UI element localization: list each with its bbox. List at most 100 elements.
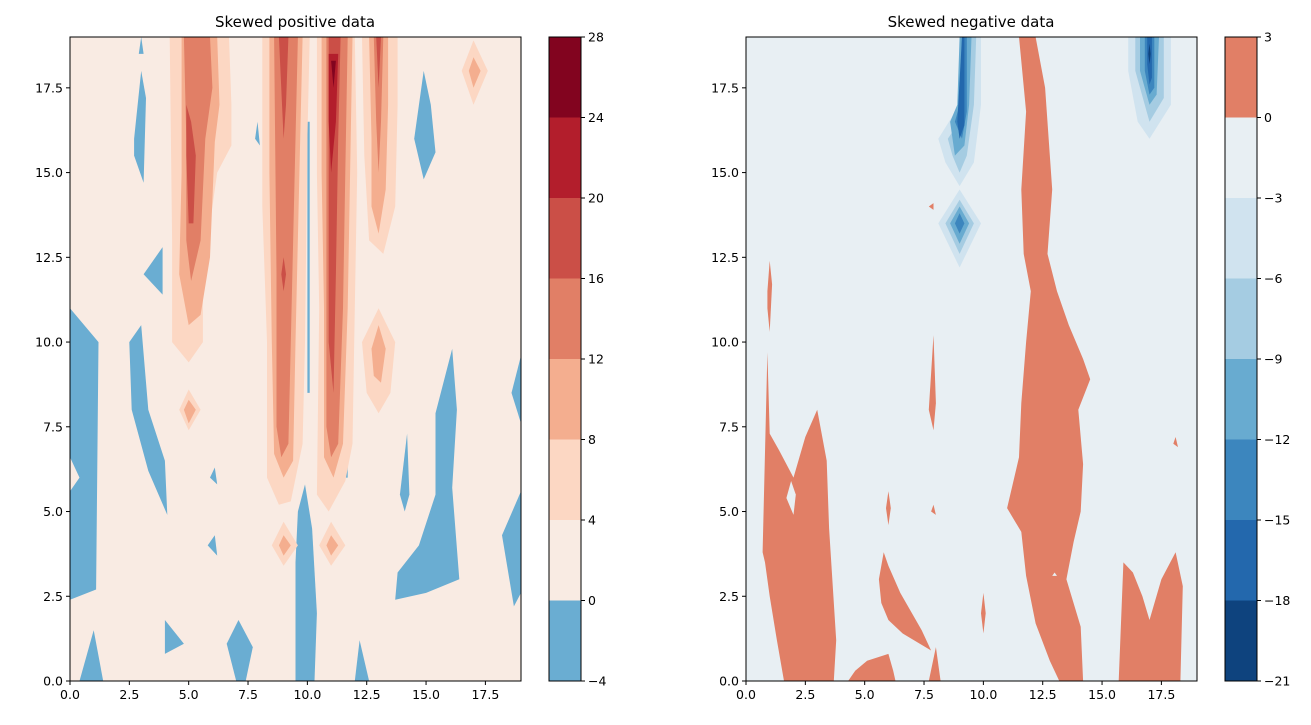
contour-region-positive-48 <box>331 60 336 88</box>
contour-region-negative-19 <box>957 37 965 139</box>
contour-region-positive-47 <box>328 53 339 173</box>
contour-region-negative-9 <box>981 592 986 634</box>
contour-region-positive-39 <box>274 37 298 458</box>
y-tick-label-positive-5: 12.5 <box>35 250 63 265</box>
colorbar-tick-label-negative-7: 0 <box>1264 110 1272 125</box>
colorbar-tick-label-positive-7: 24 <box>588 110 604 125</box>
x-tick-label-positive-3: 7.5 <box>238 687 258 702</box>
colorbar-band-positive-5 <box>549 198 581 279</box>
y-tick-label-positive-3: 7.5 <box>43 419 63 434</box>
contour-region-negative-29 <box>1148 43 1151 65</box>
y-tick-label-negative-2: 5.0 <box>719 504 739 519</box>
contour-region-positive-42 <box>186 104 196 224</box>
colorbar-band-positive-2 <box>549 439 581 520</box>
y-tick-label-negative-7: 17.5 <box>711 80 739 95</box>
colorbar-tick-label-positive-0: −4 <box>588 674 606 689</box>
y-tick-label-negative-6: 15.0 <box>711 165 739 180</box>
colorbar-tick-label-negative-1: −18 <box>1264 593 1290 608</box>
contour-region-negative-14 <box>928 203 934 210</box>
chart-title-positive: Skewed positive data <box>215 13 375 31</box>
y-tick-label-positive-7: 17.5 <box>35 80 63 95</box>
colorbar-tick-label-negative-3: −12 <box>1264 432 1290 447</box>
contour-region-positive-0 <box>70 308 99 600</box>
contour-region-positive-36 <box>371 325 386 383</box>
contour-region-positive-30 <box>183 399 196 424</box>
contour-region-negative-10 <box>1007 37 1091 681</box>
colorbar-negative: −21 −18 −15 −12 −9 −6 −3 0 3 <box>1224 30 1290 689</box>
contour-regions-positive <box>70 37 521 681</box>
contour-region-positive-16 <box>138 37 144 54</box>
contour-region-positive-1 <box>129 325 168 515</box>
x-tick-label-positive-7: 17.5 <box>471 687 499 702</box>
y-tick-label-negative-4: 10.0 <box>711 335 739 350</box>
colorbar-band-negative-2 <box>1225 439 1257 520</box>
colorbar-tick-label-positive-2: 4 <box>588 513 596 528</box>
contour-region-positive-4 <box>164 620 184 654</box>
colorbar-tick-label-negative-8: 3 <box>1264 30 1272 45</box>
colorbar-band-negative-3 <box>1225 359 1257 440</box>
y-tick-label-negative-1: 2.5 <box>719 589 739 604</box>
y-tick-label-negative-5: 12.5 <box>711 250 739 265</box>
colorbar-tick-label-positive-4: 12 <box>588 352 604 367</box>
y-tick-label-positive-0: 0.0 <box>43 674 63 689</box>
contour-region-negative-3 <box>848 653 896 681</box>
x-tick-label-negative-0: 0.0 <box>736 687 756 702</box>
colorbar-band-positive-3 <box>549 359 581 440</box>
colorbar-band-negative-0 <box>1225 600 1257 681</box>
contour-region-positive-17 <box>255 121 260 146</box>
contour-region-negative-8 <box>931 504 936 515</box>
contour-region-positive-34 <box>326 535 339 556</box>
y-axis-positive: 0.0 2.5 5.0 7.5 10.0 12.5 15.0 17.5 <box>35 80 70 689</box>
contour-region-positive-6 <box>226 620 253 681</box>
x-tick-label-negative-3: 7.5 <box>914 687 934 702</box>
contour-region-positive-18 <box>307 121 310 393</box>
contour-region-positive-43 <box>278 37 289 139</box>
x-tick-label-positive-4: 10.0 <box>293 687 321 702</box>
x-tick-label-positive-1: 2.5 <box>119 687 139 702</box>
colorbar-band-positive-1 <box>549 520 581 601</box>
colorbar-band-negative-7 <box>1225 37 1257 118</box>
colorbar-band-positive-6 <box>549 117 581 198</box>
y-tick-label-positive-1: 2.5 <box>43 589 63 604</box>
contour-region-negative-13 <box>1173 437 1178 448</box>
contour-region-negative-4 <box>878 552 932 651</box>
contour-region-positive-8 <box>354 640 370 681</box>
colorbar-band-positive-4 <box>549 278 581 359</box>
x-tick-label-positive-0: 0.0 <box>60 687 80 702</box>
y-tick-label-positive-2: 5.0 <box>43 504 63 519</box>
x-tick-label-positive-5: 12.5 <box>353 687 381 702</box>
contour-regions-negative <box>762 37 1183 681</box>
contour-region-negative-11 <box>1052 572 1057 576</box>
contour-region-negative-5 <box>886 491 891 526</box>
contour-region-positive-13 <box>414 70 436 180</box>
contour-region-positive-10 <box>395 348 460 600</box>
colorbar-band-negative-5 <box>1225 198 1257 279</box>
contour-region-positive-7 <box>295 484 317 681</box>
y-tick-label-negative-0: 0.0 <box>719 674 739 689</box>
contour-region-negative-2 <box>767 260 773 332</box>
colorbar-band-positive-0 <box>549 600 581 681</box>
contour-region-negative-23 <box>954 213 965 234</box>
colorbar-band-negative-1 <box>1225 520 1257 601</box>
y-axis-negative: 0.0 2.5 5.0 7.5 10.0 12.5 15.0 17.5 <box>711 80 746 689</box>
contour-region-positive-41 <box>373 37 384 173</box>
colorbar-tick-label-positive-3: 8 <box>588 432 596 447</box>
plot-frame-positive <box>69 36 522 682</box>
contour-region-positive-15 <box>207 535 218 556</box>
contour-region-positive-2 <box>134 70 146 183</box>
contour-region-positive-11 <box>502 491 521 607</box>
colorbar-band-positive-7 <box>549 37 581 118</box>
contour-region-positive-37 <box>468 57 481 88</box>
x-tick-label-negative-7: 17.5 <box>1147 687 1175 702</box>
contour-region-negative-7 <box>928 335 936 431</box>
colorbar-tick-label-negative-0: −21 <box>1264 674 1290 689</box>
x-tick-label-negative-5: 12.5 <box>1029 687 1057 702</box>
y-tick-label-negative-3: 7.5 <box>719 419 739 434</box>
colorbar-tick-label-negative-4: −9 <box>1264 352 1282 367</box>
x-tick-label-negative-1: 2.5 <box>795 687 815 702</box>
contour-region-positive-12 <box>511 355 521 424</box>
x-tick-label-negative-6: 15.0 <box>1088 687 1116 702</box>
contour-region-positive-46 <box>376 37 381 88</box>
contour-region-positive-3 <box>143 247 163 295</box>
